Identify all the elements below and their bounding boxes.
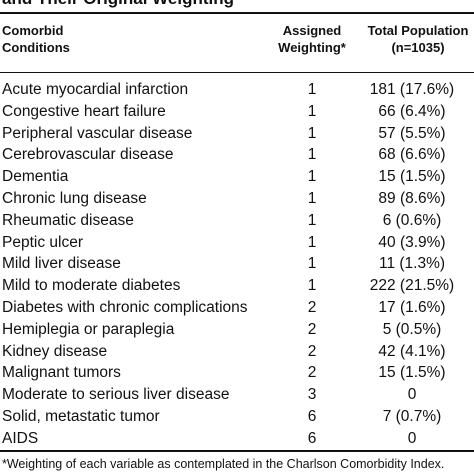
table-row: Cerebrovascular disease 1 68 (6.6%) <box>0 144 474 166</box>
table-row: Moderate to serious liver disease 3 0 <box>0 384 474 406</box>
table-row: Kidney disease 2 42 (4.1%) <box>0 341 474 363</box>
population-cell: 222 (21.5%) <box>369 277 455 295</box>
table-row: Solid, metastatic tumor 6 7 (0.7%) <box>0 406 474 428</box>
weighting-cell: 1 <box>307 124 317 142</box>
top-rule <box>0 12 474 14</box>
population-cell: 66 (6.4%) <box>378 102 446 120</box>
table-row: Hemiplegia or paraplegia 2 5 (0.5%) <box>0 319 474 341</box>
header-weighting-line-1: Assigned <box>282 23 342 38</box>
weighting-cell: 1 <box>307 102 317 120</box>
population-cell: 11 (1.3%) <box>378 255 446 273</box>
table-row: Peptic ulcer 1 40 (3.9%) <box>0 232 474 254</box>
weighting-cell: 2 <box>307 320 317 338</box>
table-row: Chronic lung disease 1 89 (8.6%) <box>0 188 474 210</box>
table-row: Malignant tumors 2 15 (1.5%) <box>0 362 474 384</box>
weighting-cell: 1 <box>307 277 317 295</box>
population-cell: 42 (4.1%) <box>378 342 446 360</box>
bottom-rule <box>0 450 474 452</box>
header-condition-line-2: Conditions <box>2 40 70 55</box>
population-cell: 15 (1.5%) <box>378 364 446 382</box>
condition-cell: Acute myocardial infarction <box>2 81 189 98</box>
population-cell: 5 (0.5%) <box>382 320 442 338</box>
population-cell: 40 (3.9%) <box>378 233 446 251</box>
condition-cell: Moderate to serious liver disease <box>2 386 230 404</box>
population-cell: 7 (0.7%) <box>382 407 442 425</box>
header-rule <box>0 72 474 73</box>
weighting-cell: 6 <box>307 407 317 425</box>
condition-cell: Hemiplegia or paraplegia <box>2 320 175 338</box>
weighting-cell: 1 <box>307 211 317 229</box>
weighting-cell: 1 <box>307 189 317 207</box>
condition-cell: Mild to moderate diabetes <box>2 277 181 295</box>
weighting-cell: 6 <box>307 429 317 447</box>
weighting-cell: 2 <box>307 342 317 360</box>
condition-cell: Solid, metastatic tumor <box>2 407 160 425</box>
weighting-cell: 1 <box>307 233 317 251</box>
population-cell: 6 (0.6%) <box>382 211 442 229</box>
table-row: Mild liver disease 1 11 (1.3%) <box>0 253 474 275</box>
condition-cell: Peptic ulcer <box>2 233 83 251</box>
condition-cell: Congestive heart failure <box>2 102 166 120</box>
header-weighting-line-2: Weighting* <box>278 40 346 55</box>
footnote: *Weighting of each variable as contempla… <box>2 457 445 471</box>
weighting-cell: 1 <box>307 81 317 98</box>
table-row: Acute myocardial infarction 1 181 (17.6%) <box>0 79 474 101</box>
table-body: Acute myocardial infarction 1 181 (17.6%) C… <box>0 79 474 450</box>
population-cell: 57 (5.5%) <box>378 124 446 142</box>
condition-cell: Diabetes with chronic complications <box>2 298 248 316</box>
table-row: AIDS 6 0 <box>0 428 474 450</box>
condition-cell: Cerebrovascular disease <box>2 146 174 164</box>
table-row: Peripheral vascular disease 1 57 (5.5%) <box>0 123 474 145</box>
condition-cell: Kidney disease <box>2 342 108 360</box>
weighting-cell: 1 <box>307 146 317 164</box>
weighting-cell: 1 <box>307 168 317 186</box>
table-row: Dementia 1 15 (1.5%) <box>0 166 474 188</box>
weighting-cell: 1 <box>307 255 317 273</box>
header-population-line-2: (n=1035) <box>391 40 445 55</box>
table-title: and Their Original Weighting <box>2 0 234 9</box>
condition-cell: Chronic lung disease <box>2 189 147 207</box>
weighting-cell: 2 <box>307 298 317 316</box>
header-weighting: Assigned Weighting* <box>262 22 362 56</box>
condition-cell: Dementia <box>2 168 69 186</box>
condition-cell: Peripheral vascular disease <box>2 124 193 142</box>
table-row: Congestive heart failure 1 66 (6.4%) <box>0 101 474 123</box>
table-row: Mild to moderate diabetes 1 222 (21.5%) <box>0 275 474 297</box>
population-cell: 0 <box>407 429 417 447</box>
condition-cell: AIDS <box>2 429 39 447</box>
header-condition-line-1: Comorbid <box>2 23 64 38</box>
population-cell: 0 <box>407 386 417 404</box>
population-cell: 15 (1.5%) <box>378 168 446 186</box>
header-population: Total Population (n=1035) <box>362 22 474 56</box>
condition-cell: Mild liver disease <box>2 255 121 273</box>
population-cell: 89 (8.6%) <box>378 189 446 207</box>
table-row: Rheumatic disease 1 6 (0.6%) <box>0 210 474 232</box>
header-condition: Comorbid Conditions <box>2 22 242 56</box>
population-cell: 68 (6.6%) <box>378 146 446 164</box>
weighting-cell: 2 <box>307 364 317 382</box>
weighting-cell: 3 <box>307 386 317 404</box>
condition-cell: Rheumatic disease <box>2 211 134 229</box>
header-population-line-1: Total Population <box>367 23 469 38</box>
table-row: Diabetes with chronic complications 2 17 (… <box>0 297 474 319</box>
population-cell: 181 (17.6%) <box>369 81 455 98</box>
population-cell: 17 (1.6%) <box>378 298 446 316</box>
condition-cell: Malignant tumors <box>2 364 121 382</box>
